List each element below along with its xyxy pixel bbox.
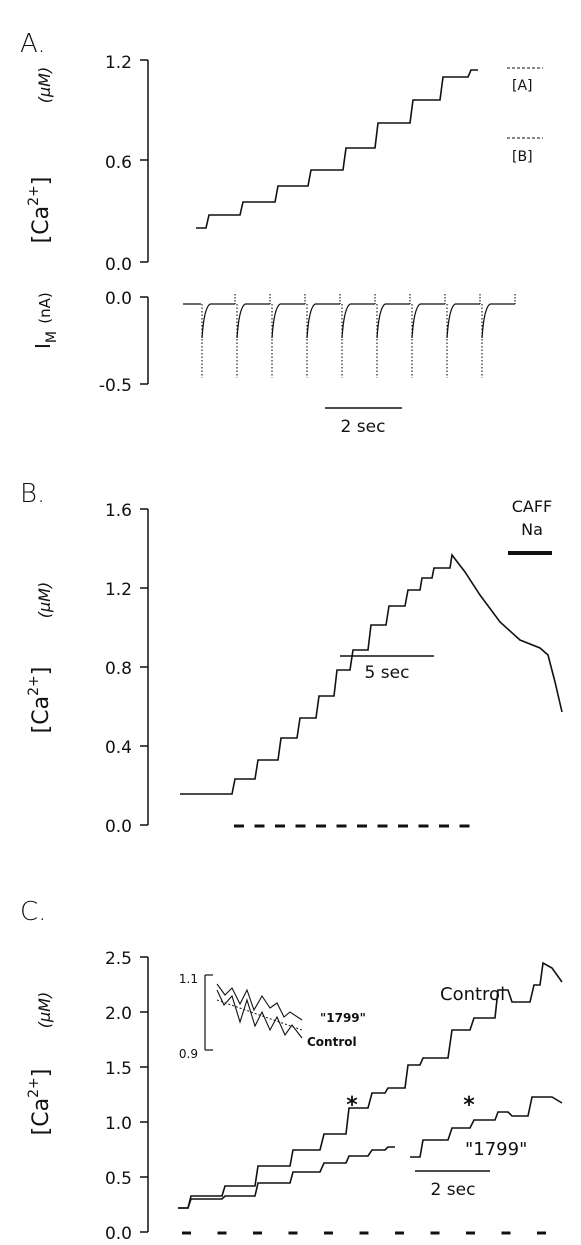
- c-ylabel-main: [Ca: [29, 1098, 54, 1135]
- b-ytick-label: 1.6: [105, 501, 132, 521]
- c-marker: *: [463, 1093, 475, 1118]
- c-ylabel-close: ]: [29, 1069, 54, 1078]
- b-ytick-label: 0.0: [105, 817, 132, 837]
- a-calcium-trace: [196, 69, 478, 229]
- b-ylabel-unit: (μM): [35, 582, 54, 618]
- a-current-unit: (nA): [36, 292, 54, 323]
- a-current-sub: M: [44, 331, 60, 343]
- b-calcium-trace: [180, 553, 563, 795]
- svg-text:[Ca2+]: [Ca2+]: [26, 1069, 54, 1136]
- c-inset-ytick-label: 1.1: [179, 972, 198, 986]
- a-current-pulse-recovery: [306, 303, 316, 339]
- a-current-pulse-recovery: [376, 303, 386, 339]
- panel-b: B. [Ca2+] (μM) 1.6 1.2 0.8 0.4 0.0 5 sec…: [20, 479, 563, 837]
- a-current-ytick-label: 0.0: [105, 289, 132, 309]
- svg-text:[Ca2+]: [Ca2+]: [26, 177, 54, 244]
- c-inset-label-1799: "1799": [320, 1011, 366, 1025]
- b-ylabel-main: [Ca: [29, 696, 54, 733]
- panel-b-letter: B.: [20, 479, 45, 509]
- a-current-trace: [183, 294, 516, 378]
- c-inset-label-control: Control: [307, 1035, 357, 1049]
- a-current-pulse-recovery: [341, 303, 351, 339]
- b-caff-label: CAFF: [512, 497, 553, 516]
- c-inset-fit-line: [216, 999, 303, 1031]
- panel-c-letter: C.: [20, 897, 46, 927]
- c-ytick-label: 2.5: [105, 949, 132, 969]
- b-na-label: Na: [521, 520, 543, 539]
- a-ytick-label: 1.2: [105, 53, 132, 73]
- c-ylabel-sup: 2+: [26, 1077, 42, 1098]
- c-inset-ytick-label: 0.9: [179, 1047, 198, 1061]
- a-ylabel-sup: 2+: [26, 185, 42, 206]
- svg-text:IM: IM: [31, 331, 60, 349]
- a-ylabel-close: ]: [29, 177, 54, 186]
- panel-a: A. [Ca2+] (μM) 1.2 0.6 0.0 [A] [B] IM: [20, 29, 543, 437]
- b-caff-na-bar: [508, 551, 552, 555]
- a-ylabel-unit: (μM): [35, 67, 54, 103]
- a-scale-bar-label: 2 sec: [341, 417, 386, 437]
- c-ylabel-unit: (μM): [35, 992, 54, 1028]
- panel-a-letter: A.: [20, 29, 46, 59]
- b-ylabel-sup: 2+: [26, 675, 42, 696]
- c-control-series-label: Control: [440, 984, 505, 1005]
- b-scale-bar-label: 5 sec: [365, 663, 410, 683]
- c-scale-bar-label: 2 sec: [431, 1180, 476, 1200]
- a-current-pulse-recovery: [271, 303, 281, 339]
- svg-text:[Ca2+]: [Ca2+]: [26, 667, 54, 734]
- c-ytick-label: 1.5: [105, 1059, 132, 1079]
- c-ytick-label: 0.5: [105, 1169, 132, 1189]
- c-control-trace: [178, 961, 563, 1209]
- c-1799-trace: [178, 1096, 563, 1209]
- panel-c: C. [Ca2+] (μM) 2.5 2.0 1.5 1.0 0.5 0.0 C…: [20, 897, 563, 1244]
- a-current-pulse-recovery: [236, 303, 246, 339]
- c-inset-trace-1799: [216, 983, 303, 1021]
- a-current-pulse-recovery: [481, 303, 491, 339]
- a-ytick-label: 0.0: [105, 255, 132, 275]
- a-level-b-label: [B]: [512, 149, 533, 165]
- b-ylabel-close: ]: [29, 667, 54, 676]
- a-current-pulse-recovery: [446, 303, 456, 339]
- a-level-a-label: [A]: [512, 78, 533, 94]
- b-ytick-label: 0.8: [105, 659, 132, 679]
- b-y-axis: [140, 508, 149, 826]
- c-ytick-label: 0.0: [105, 1224, 132, 1244]
- c-marker: *: [346, 1093, 358, 1118]
- a-current-label: I: [31, 343, 55, 349]
- b-ytick-label: 0.4: [105, 738, 132, 758]
- a-current-y-axis: [140, 296, 149, 385]
- b-ytick-label: 1.2: [105, 580, 132, 600]
- a-current-pulse-recovery: [201, 303, 211, 339]
- c-y-axis: [140, 956, 149, 1233]
- c-1799-series-label: "1799": [465, 1139, 527, 1160]
- a-current-ytick-label: -0.5: [99, 376, 132, 396]
- a-ytick-label: 0.6: [105, 153, 132, 173]
- a-y-axis: [140, 59, 149, 263]
- c-ytick-label: 1.0: [105, 1114, 132, 1134]
- c-inset-trace-control: [216, 989, 303, 1039]
- c-ytick-label: 2.0: [105, 1004, 132, 1024]
- a-current-pulse-recovery: [411, 303, 421, 339]
- c-inset: 1.1 0.9 "1799" Control: [179, 972, 366, 1061]
- a-ylabel-main: [Ca: [29, 206, 54, 243]
